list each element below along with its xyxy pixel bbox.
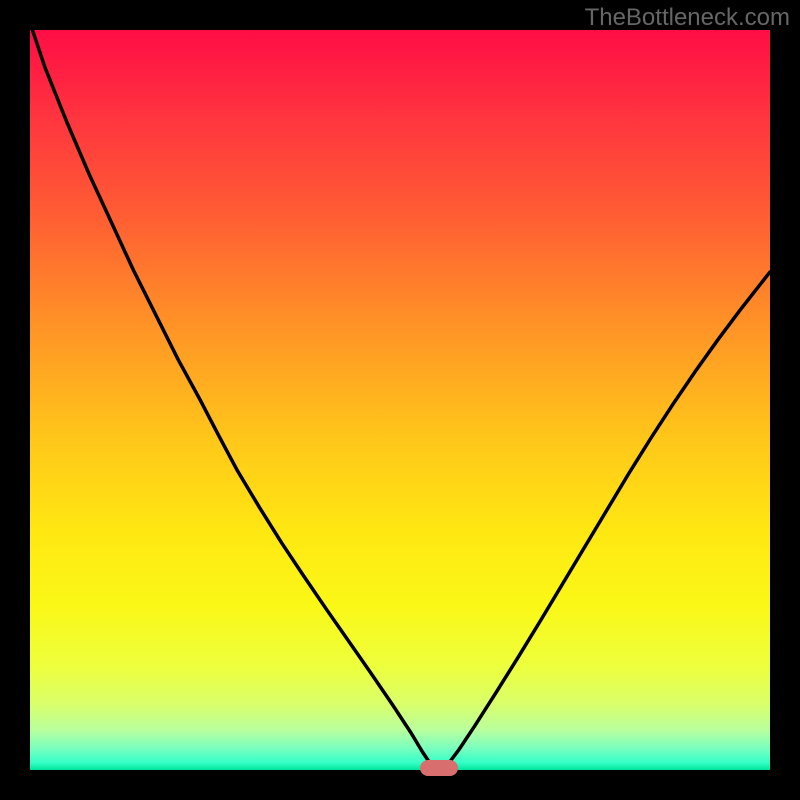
optimal-marker [420, 760, 458, 776]
curve-svg [30, 30, 770, 770]
watermark-text: TheBottleneck.com [585, 4, 790, 32]
plot-area [30, 30, 770, 770]
bottleneck-curve [30, 30, 770, 768]
